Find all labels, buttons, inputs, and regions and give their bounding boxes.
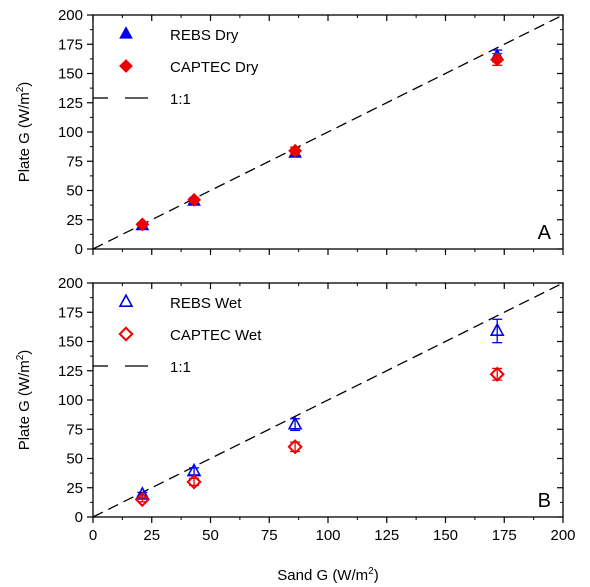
legend-label: REBS Dry [170, 27, 239, 44]
data-point [134, 491, 150, 508]
y-tick-label: 75 [66, 153, 83, 170]
y-tick-label: 50 [66, 183, 83, 200]
x-tick-label: 200 [550, 527, 575, 544]
y-tick-label: 0 [75, 241, 83, 258]
y-tick-label: 100 [58, 392, 83, 409]
y-tick-label: 0 [75, 509, 83, 526]
legend-marker [118, 326, 134, 342]
data-point [287, 416, 303, 430]
y-tick-label: 25 [66, 480, 83, 497]
y-tick-label: 175 [58, 36, 83, 53]
legend-label: REBS Wet [170, 295, 242, 312]
one-to-one-line [92, 282, 564, 518]
chart-panel-b: 0 25 50 75 100 125 150 175 200 0 25 50 75 100 125 150 17… [15, 275, 576, 544]
x-axis-label: Sand G (W/m2) [277, 566, 378, 584]
y-tick-label: 125 [58, 95, 83, 112]
chart-panel-a: 0 25 50 75 100 125 150 175 200 Plate G (W/m2) REBS… [15, 7, 564, 258]
legend-marker [119, 26, 133, 39]
x-tick-label: 75 [261, 527, 278, 544]
x-tick-label: 0 [89, 527, 97, 544]
one-to-one-line [92, 14, 564, 250]
x-tick-label: 25 [143, 527, 160, 544]
y-tick-label: 100 [58, 124, 83, 141]
data-point [490, 52, 505, 67]
data-point [187, 192, 201, 207]
legend-label: 1:1 [170, 91, 191, 108]
legend-marker [118, 293, 134, 307]
panel-label: B [538, 490, 551, 512]
y-tick-label: 50 [66, 451, 83, 468]
series-captec-wet [134, 366, 505, 508]
y-axis-label: Plate G (W/m2) [15, 82, 33, 183]
y-tick-label: 125 [58, 363, 83, 380]
legend-marker [119, 59, 133, 73]
y-tick-label: 25 [66, 212, 83, 229]
data-point [287, 439, 303, 455]
x-tick-label: 150 [433, 527, 458, 544]
y-axis-label: Plate G (W/m2) [15, 350, 33, 451]
data-point [135, 217, 150, 232]
x-tick-label: 100 [315, 527, 340, 544]
x-tick-label: 175 [492, 527, 517, 544]
y-tick-label: 175 [58, 304, 83, 321]
legend-label: CAPTEC Dry [170, 59, 259, 76]
x-tick-label: 125 [374, 527, 399, 544]
data-point [489, 322, 505, 336]
x-tick-label: 50 [202, 527, 219, 544]
y-tick-label: 150 [58, 66, 83, 83]
y-tick-label: 200 [58, 7, 83, 24]
y-tick-label: 75 [66, 421, 83, 438]
series-captec-dry [135, 52, 505, 232]
data-point [288, 143, 303, 158]
panel-label: A [538, 222, 552, 244]
legend-label: CAPTEC Wet [170, 327, 262, 344]
y-tick-label: 200 [58, 275, 83, 292]
legend-label: 1:1 [170, 359, 191, 376]
data-point [186, 474, 202, 490]
y-tick-label: 150 [58, 334, 83, 351]
series-rebs-wet [135, 318, 505, 500]
legend: REBS Dry CAPTEC Dry 1:1 [93, 26, 259, 108]
data-point [489, 366, 505, 382]
legend: REBS Wet CAPTEC Wet 1:1 [93, 293, 262, 376]
